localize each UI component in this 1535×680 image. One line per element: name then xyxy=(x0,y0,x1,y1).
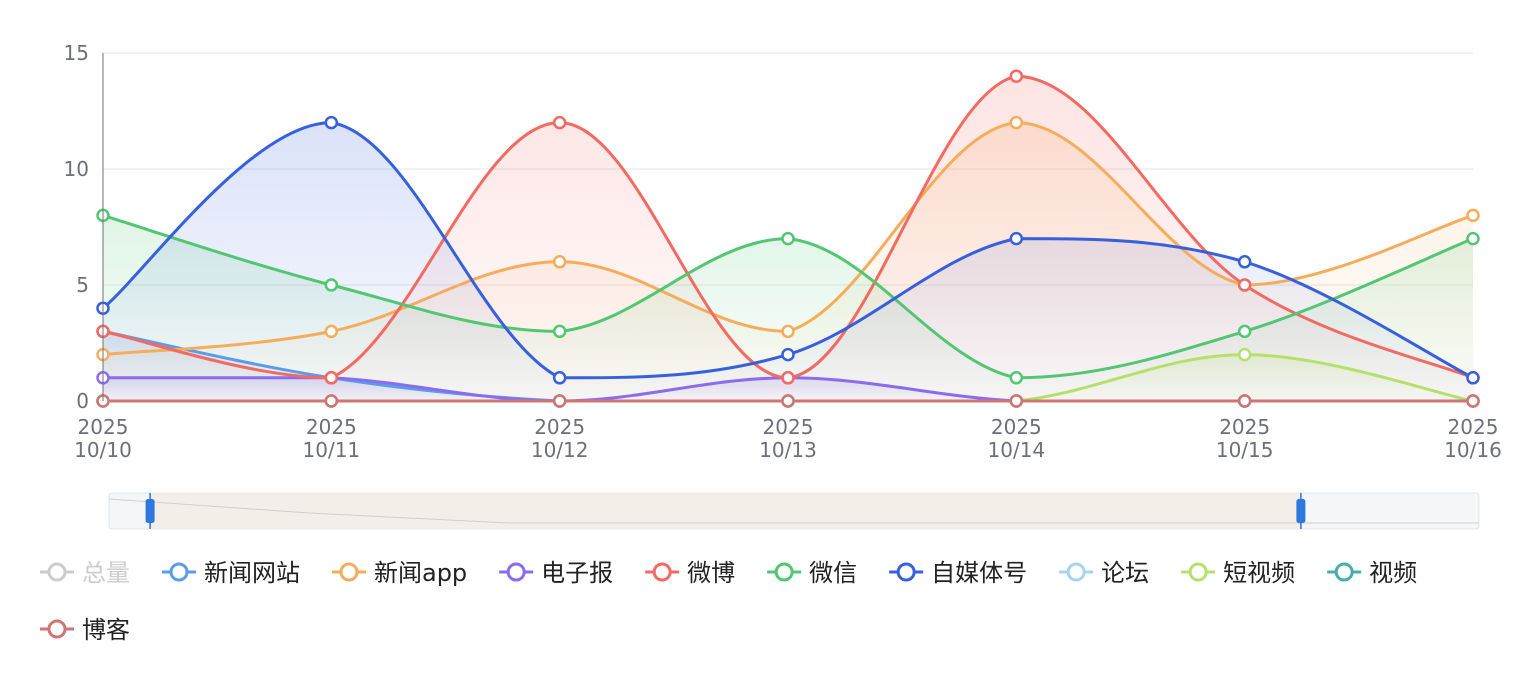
legend-item-6[interactable]: 自媒体号 xyxy=(889,559,1027,587)
series-10-point[interactable] xyxy=(781,394,795,408)
series-10-point[interactable] xyxy=(324,394,339,408)
series-4-point[interactable] xyxy=(781,371,795,385)
series-5-point[interactable] xyxy=(1466,231,1480,246)
legend-label: 新闻网站 xyxy=(204,559,300,587)
axes: 0 5 10 15 2025 10/10 2025 10/11 2025 10/12 2025 10/… xyxy=(64,41,1502,462)
legend-item-10[interactable]: 博客 xyxy=(40,616,130,644)
legend-marker-icon xyxy=(896,562,916,582)
series-10-point[interactable] xyxy=(1009,394,1024,408)
legend-item-9[interactable]: 视频 xyxy=(1327,559,1417,587)
series-4-point[interactable] xyxy=(324,371,339,385)
legend-label: 自媒体号 xyxy=(931,559,1027,587)
legend-item-1[interactable]: 新闻网站 xyxy=(161,559,300,587)
legend-marker-icon xyxy=(47,619,67,639)
series-10-point[interactable] xyxy=(1466,394,1480,408)
legend-item-2[interactable]: 新闻app xyxy=(331,559,467,587)
series-8-point[interactable] xyxy=(1237,347,1252,362)
x-tick-label: 2025 10/10 xyxy=(74,415,132,462)
series-6-point[interactable] xyxy=(1237,255,1252,269)
series-6-point[interactable] xyxy=(324,115,339,130)
legend-item-5[interactable]: 微信 xyxy=(767,559,857,587)
series-2-point[interactable] xyxy=(552,255,567,269)
legend-label: 博客 xyxy=(82,616,130,644)
series-6-point[interactable] xyxy=(1009,231,1024,246)
legend-item-7[interactable]: 论坛 xyxy=(1059,559,1149,587)
legend-item-4[interactable]: 微博 xyxy=(645,559,735,587)
x-tick-label: 2025 10/16 xyxy=(1444,415,1502,462)
zoom-end-handle[interactable] xyxy=(1296,499,1306,523)
legend-marker-icon xyxy=(1188,562,1208,582)
series-2-point[interactable] xyxy=(324,324,339,339)
series-4-point[interactable] xyxy=(1237,278,1252,292)
y-tick-label: 15 xyxy=(64,41,89,65)
legend-label: 总量 xyxy=(82,559,130,587)
legend-label: 短视频 xyxy=(1223,559,1295,587)
x-tick-label: 2025 10/13 xyxy=(759,415,817,462)
legend-item-0[interactable]: 总量 xyxy=(40,559,130,587)
series-5-point[interactable] xyxy=(781,231,795,246)
y-tick-label: 0 xyxy=(76,389,89,413)
legend-item-3[interactable]: 电子报 xyxy=(499,559,613,587)
legend-marker-icon xyxy=(47,562,67,582)
series-4-point[interactable] xyxy=(1009,69,1024,83)
series-5-point[interactable] xyxy=(324,278,339,292)
legend-marker-icon xyxy=(1334,562,1354,582)
series-10-point[interactable] xyxy=(552,394,567,408)
zoom-preview-line xyxy=(108,498,1479,524)
legend-marker-icon xyxy=(339,562,359,582)
data-zoom-slider[interactable] xyxy=(108,492,1480,530)
series-5-point[interactable] xyxy=(1237,324,1252,339)
series-2-point[interactable] xyxy=(781,324,795,339)
series-6-point[interactable] xyxy=(781,347,795,362)
zoom-selected-range[interactable] xyxy=(150,493,1301,529)
series-6-area xyxy=(103,122,1473,401)
x-tick-label: 2025 10/15 xyxy=(1216,415,1274,462)
legend-item-8[interactable]: 短视频 xyxy=(1181,559,1295,587)
series-10-point[interactable] xyxy=(1237,394,1252,408)
legend-label: 微信 xyxy=(809,559,857,587)
series-areas xyxy=(103,76,1473,401)
series-2-point[interactable] xyxy=(1466,208,1480,223)
series-4-point[interactable] xyxy=(552,115,567,130)
x-tick-label: 2025 10/11 xyxy=(303,415,361,462)
legend-marker-icon xyxy=(169,562,189,582)
series-6-point[interactable] xyxy=(1466,371,1480,385)
series-8-area xyxy=(103,354,1473,401)
x-tick-label: 2025 10/12 xyxy=(531,415,589,462)
legend-label: 新闻app xyxy=(374,559,467,587)
y-tick-label: 10 xyxy=(64,157,89,181)
legend-label: 论坛 xyxy=(1101,559,1149,587)
legend-marker-icon xyxy=(506,562,526,582)
series-2-point[interactable] xyxy=(1009,115,1024,130)
series-5-point[interactable] xyxy=(552,324,567,339)
series-6-point[interactable] xyxy=(552,371,567,385)
legend-marker-icon xyxy=(774,562,794,582)
x-tick-label: 2025 10/14 xyxy=(988,415,1046,462)
legend-marker-icon xyxy=(1066,562,1086,582)
legend-marker-icon xyxy=(652,562,672,582)
y-tick-label: 5 xyxy=(76,273,89,297)
zoom-start-handle[interactable] xyxy=(145,499,155,523)
series-5-point[interactable] xyxy=(1009,371,1024,385)
legend-label: 微博 xyxy=(687,559,735,587)
legend-label: 视频 xyxy=(1369,559,1417,587)
legend-label: 电子报 xyxy=(541,559,613,587)
